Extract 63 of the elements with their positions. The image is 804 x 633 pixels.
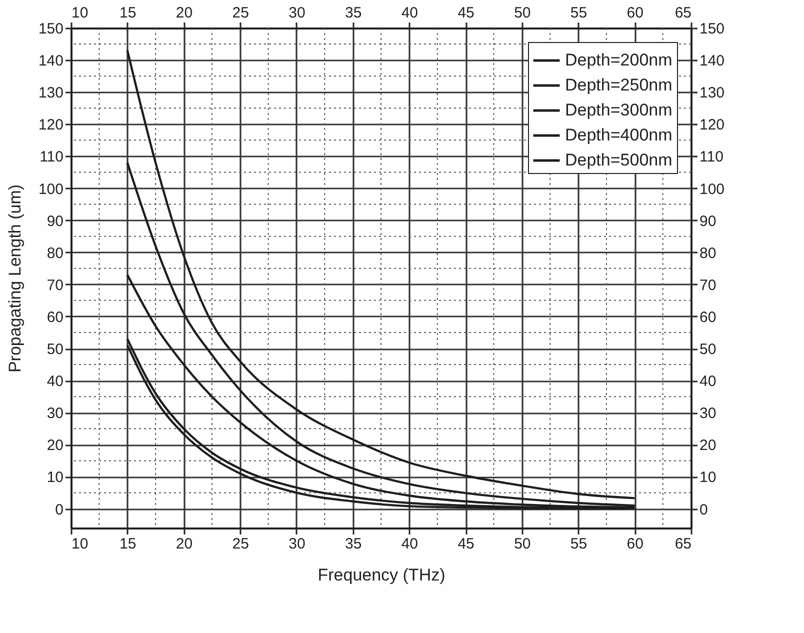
y-tick-label: 110 xyxy=(40,148,64,166)
x-tick-label: 30 xyxy=(288,536,306,552)
x-tick-label: 50 xyxy=(514,536,531,552)
x2-tick-label: 20 xyxy=(176,4,193,22)
x-tick-label: 20 xyxy=(176,536,193,552)
y-tick-label: 140 xyxy=(38,52,64,70)
x2-tick-label: 40 xyxy=(401,4,418,22)
x2-tick-label: 30 xyxy=(288,4,306,22)
legend-label: Depth=250nm xyxy=(565,76,672,94)
x-tick-label: 15 xyxy=(120,536,136,552)
y-tick-label: 70 xyxy=(46,276,64,294)
y2-tick-label: 140 xyxy=(700,52,725,70)
y-tick-label: 20 xyxy=(46,437,64,454)
x2-tick-label: 60 xyxy=(626,4,644,22)
y2-tick-label: 110 xyxy=(700,148,724,166)
legend-label: Depth=500nm xyxy=(565,150,672,170)
y2-tick-label: 80 xyxy=(700,244,716,262)
x2-tick-label: 55 xyxy=(570,4,588,22)
legend-label: Depth=400nm xyxy=(565,126,672,144)
y2-tick-label: 60 xyxy=(700,308,716,326)
y2-tick-label: 20 xyxy=(700,437,716,454)
y-tick-label: 90 xyxy=(46,212,64,230)
legend-label: Depth=200nm xyxy=(565,50,672,70)
legend-label: Depth=300nm xyxy=(565,100,672,120)
x-tick-label: 60 xyxy=(626,536,644,552)
y2-tick-label: 50 xyxy=(700,341,716,358)
x-tick-label: 25 xyxy=(232,536,249,552)
y-tick-label: 100 xyxy=(38,180,64,198)
y-tick-label: 150 xyxy=(38,20,64,38)
x-axis-title: Frequency (THz) xyxy=(318,566,446,584)
y2-tick-label: 0 xyxy=(700,501,708,518)
x2-tick-label: 15 xyxy=(120,4,136,22)
x-tick-label: 65 xyxy=(674,536,692,552)
y-tick-label: 80 xyxy=(46,244,64,262)
y2-tick-label: 150 xyxy=(700,20,725,38)
y-tick-label: 60 xyxy=(46,308,64,326)
y2-tick-label: 10 xyxy=(700,469,716,486)
y2-tick-label: 30 xyxy=(700,405,716,422)
y2-tick-label: 100 xyxy=(700,180,725,198)
y-tick-label: 0 xyxy=(55,501,64,518)
y2-tick-label: 130 xyxy=(700,84,725,102)
x-tick-label: 10 xyxy=(72,536,88,552)
y-tick-label: 50 xyxy=(46,341,64,358)
y2-tick-label: 40 xyxy=(700,373,716,390)
x-tick-label: 55 xyxy=(570,536,588,552)
x2-tick-label: 45 xyxy=(458,4,474,22)
y2-tick-label: 70 xyxy=(700,276,716,294)
x2-tick-label: 25 xyxy=(232,4,249,22)
y-tick-label: 130 xyxy=(38,84,64,102)
x2-tick-label: 35 xyxy=(344,4,362,22)
y-tick-label: 120 xyxy=(38,116,64,134)
y-axis-title: Propagating Length (um) xyxy=(5,184,24,373)
x-tick-label: 45 xyxy=(458,536,474,552)
x2-tick-label: 65 xyxy=(674,4,692,22)
y2-tick-label: 120 xyxy=(700,116,725,134)
x2-tick-label: 50 xyxy=(514,4,531,22)
y-tick-label: 30 xyxy=(46,405,64,422)
y-tick-label: 40 xyxy=(46,373,64,390)
y2-tick-label: 90 xyxy=(700,212,716,230)
x-tick-label: 35 xyxy=(344,536,362,552)
x2-tick-label: 10 xyxy=(72,4,88,22)
y-tick-label: 10 xyxy=(46,469,64,486)
x-tick-label: 40 xyxy=(401,536,418,552)
